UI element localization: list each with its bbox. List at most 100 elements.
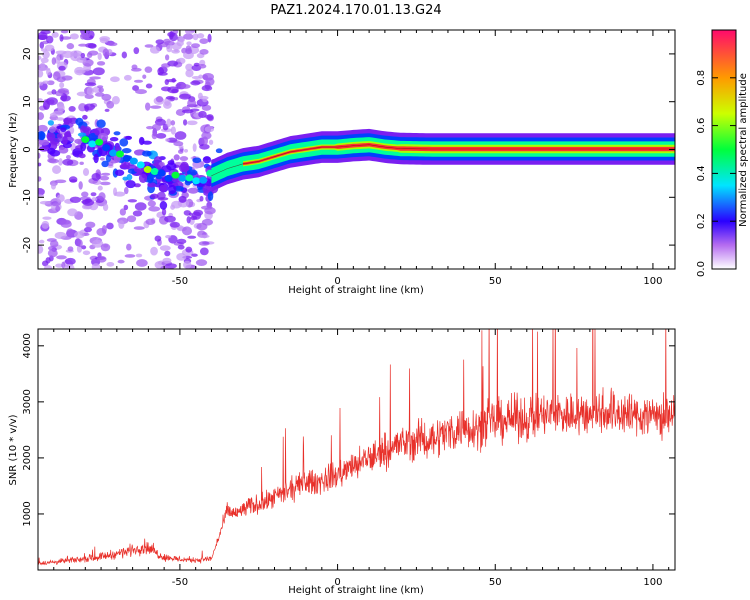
noise-speckle xyxy=(51,57,57,65)
ridge-centerline xyxy=(211,144,675,177)
ridge-bead xyxy=(109,149,118,157)
noise-speckle xyxy=(144,66,153,73)
noise-speckle xyxy=(151,123,162,131)
noise-blob xyxy=(62,135,68,145)
noise-blob xyxy=(50,137,60,145)
noise-speckle xyxy=(185,48,193,55)
noise-blob xyxy=(75,117,84,126)
noise-speckle xyxy=(204,126,215,133)
noise-speckle xyxy=(135,253,143,258)
noise-speckle xyxy=(38,55,42,60)
ridge-bead xyxy=(192,177,201,185)
noise-speckle xyxy=(183,119,188,126)
ridge-bead xyxy=(178,174,187,182)
noise-speckle xyxy=(102,203,109,212)
noise-speckle xyxy=(97,52,102,61)
noise-speckle xyxy=(38,162,42,167)
noise-speckle xyxy=(85,221,96,229)
noise-speckle xyxy=(158,66,168,74)
noise-blob xyxy=(121,148,132,154)
noise-blob xyxy=(173,154,180,161)
noise-speckle xyxy=(179,156,189,162)
ridge-bead xyxy=(164,174,173,182)
noise-speckle xyxy=(127,199,138,203)
ridge-bead xyxy=(122,154,131,162)
noise-speckle xyxy=(38,67,51,71)
noise-speckle xyxy=(208,139,214,145)
noise-blob xyxy=(167,160,175,165)
noise-speckle xyxy=(198,234,210,239)
noise-speckle xyxy=(183,33,194,40)
noise-speckle xyxy=(38,98,43,102)
snr-ytick-label: 2000 xyxy=(22,445,33,470)
noise-speckle xyxy=(55,117,65,121)
noise-speckle xyxy=(199,95,209,100)
noise-speckle xyxy=(78,181,83,190)
snr-xtick-label: 0 xyxy=(334,577,340,588)
noise-speckle xyxy=(198,241,210,246)
colorbar-ticks: 0.0 0.2 0.4 0.6 0.8 xyxy=(696,70,736,277)
noise-speckle xyxy=(126,243,132,251)
noise-speckle xyxy=(91,172,101,181)
ridge-bead xyxy=(157,169,166,177)
noise-blob xyxy=(60,127,67,133)
ridge-band xyxy=(243,142,675,166)
noise-speckle xyxy=(65,154,71,160)
noise-speckle xyxy=(57,88,69,94)
noise-speckle xyxy=(66,43,75,50)
noise-speckle xyxy=(119,208,127,216)
noise-speckle xyxy=(61,261,66,269)
noise-speckle xyxy=(195,259,208,266)
noise-speckle xyxy=(61,75,73,81)
spectrogram-frame xyxy=(37,29,676,270)
noise-blob xyxy=(113,131,121,136)
ridge-bead xyxy=(199,176,208,184)
noise-speckle xyxy=(38,69,44,78)
noise-blob xyxy=(80,125,86,134)
noise-speckle xyxy=(144,44,154,48)
noise-speckle xyxy=(201,85,213,92)
spectrogram-ytick-label: 0 xyxy=(22,146,33,152)
noise-speckle xyxy=(62,158,74,166)
ridge-bead xyxy=(143,166,152,174)
snr-ytick-label: 1000 xyxy=(22,501,33,526)
figure-title: PAZ1.2024.170.01.13.G24 xyxy=(270,3,441,18)
snr-plot-area xyxy=(38,329,675,566)
noise-speckle xyxy=(180,84,191,89)
noise-blob xyxy=(77,132,87,137)
noise-speckle xyxy=(136,259,148,267)
noise-speckle xyxy=(55,50,67,55)
ridge-bead xyxy=(171,171,180,179)
noise-speckle xyxy=(133,79,144,83)
colorbar: 0.0 0.2 0.4 0.6 0.8 Normalized spectral ampl… xyxy=(696,29,749,277)
noise-speckle xyxy=(84,94,94,99)
noise-speckle xyxy=(155,133,167,139)
noise-speckle xyxy=(39,239,45,244)
noise-blob xyxy=(122,176,129,181)
noise-speckle xyxy=(171,77,176,83)
noise-speckle xyxy=(155,39,164,45)
colorbar-frame xyxy=(711,29,737,270)
noise-speckle xyxy=(42,80,50,85)
noise-speckle xyxy=(202,74,209,80)
noise-speckle xyxy=(51,89,57,95)
noise-blob xyxy=(47,120,54,126)
noise-speckle xyxy=(123,187,129,195)
noise-speckle xyxy=(154,235,162,242)
noise-speckle xyxy=(51,31,59,38)
noise-speckle xyxy=(150,246,158,256)
noise-speckle xyxy=(76,57,87,63)
noise-speckle xyxy=(67,246,74,252)
noise-blob xyxy=(78,153,86,159)
noise-speckle xyxy=(185,69,194,78)
noise-speckle xyxy=(146,125,154,130)
spectrogram-ytick-label: -10 xyxy=(22,189,33,205)
noise-speckle xyxy=(54,231,67,240)
noise-speckle xyxy=(60,220,72,228)
noise-speckle xyxy=(80,52,86,59)
noise-speckle xyxy=(69,196,82,203)
noise-speckle xyxy=(38,81,44,86)
noise-blob xyxy=(187,187,199,194)
noise-speckle xyxy=(192,143,197,152)
noise-speckle xyxy=(154,118,166,126)
